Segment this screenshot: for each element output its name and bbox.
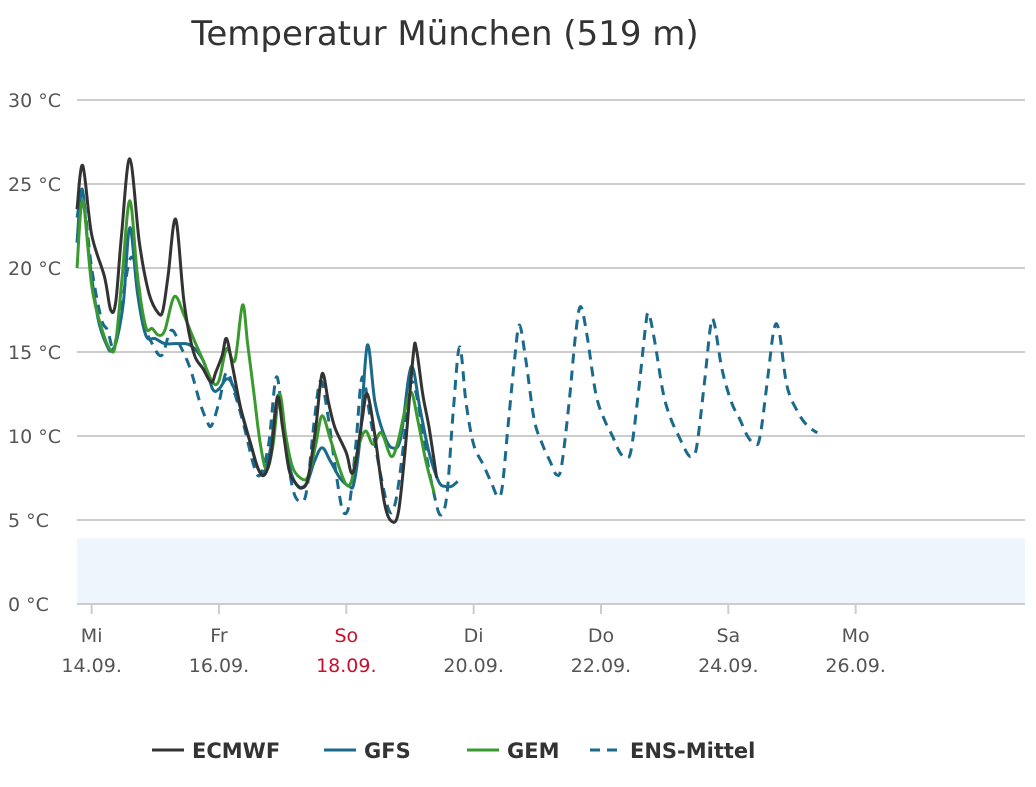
x-tick-day: Mi xyxy=(81,625,103,647)
legend: ECMWF GFS GEM ENS-Mittel xyxy=(152,739,755,763)
x-tick-date: 24.09. xyxy=(698,655,758,677)
y-tick-label: 30 °C xyxy=(8,90,61,112)
x-axis: Mi 14.09. Fr 16.09. So 18.09. Di 20.09. Do 22.09.… xyxy=(61,604,886,677)
x-tick-date: 22.09. xyxy=(571,655,631,677)
y-tick-label: 5 °C xyxy=(8,510,49,532)
y-tick-label: 10 °C xyxy=(8,426,61,448)
y-tick-label: 25 °C xyxy=(8,174,61,196)
series-layer xyxy=(75,157,818,524)
x-tick-date: 20.09. xyxy=(443,655,503,677)
series-line-ens-mittel xyxy=(75,192,818,517)
y-tick-label: 20 °C xyxy=(8,258,61,280)
x-tick-day: Di xyxy=(464,625,484,647)
y-tick-label: 15 °C xyxy=(8,342,61,364)
x-tick-date: 18.09. xyxy=(316,655,376,677)
series-line-gem xyxy=(75,199,436,494)
legend-label-ecmwf[interactable]: ECMWF xyxy=(192,739,280,763)
x-tick-date: 26.09. xyxy=(825,655,885,677)
x-tick-date: 14.09. xyxy=(61,655,121,677)
frost-band xyxy=(77,538,1025,604)
series-line-ecmwf xyxy=(75,157,439,524)
x-tick-date: 16.09. xyxy=(189,655,249,677)
x-tick-day: Fr xyxy=(210,625,228,647)
x-tick-day: Sa xyxy=(716,625,740,647)
frost-band-layer xyxy=(77,538,1025,604)
legend-label-gfs[interactable]: GFS xyxy=(364,739,411,763)
grid-layer xyxy=(77,99,1025,605)
chart-title: Temperatur München (519 m) xyxy=(190,14,698,54)
x-tick-day: Do xyxy=(588,625,614,647)
y-tick-label: 0 °C xyxy=(8,594,49,616)
legend-label-gem[interactable]: GEM xyxy=(507,739,559,763)
x-tick-day: So xyxy=(334,625,358,647)
legend-label-ens-mittel[interactable]: ENS-Mittel xyxy=(630,739,755,763)
x-tick-day: Mo xyxy=(842,625,870,647)
y-axis: 0 °C 5 °C 10 °C 15 °C 20 °C 25 °C 30 °C xyxy=(8,90,61,616)
